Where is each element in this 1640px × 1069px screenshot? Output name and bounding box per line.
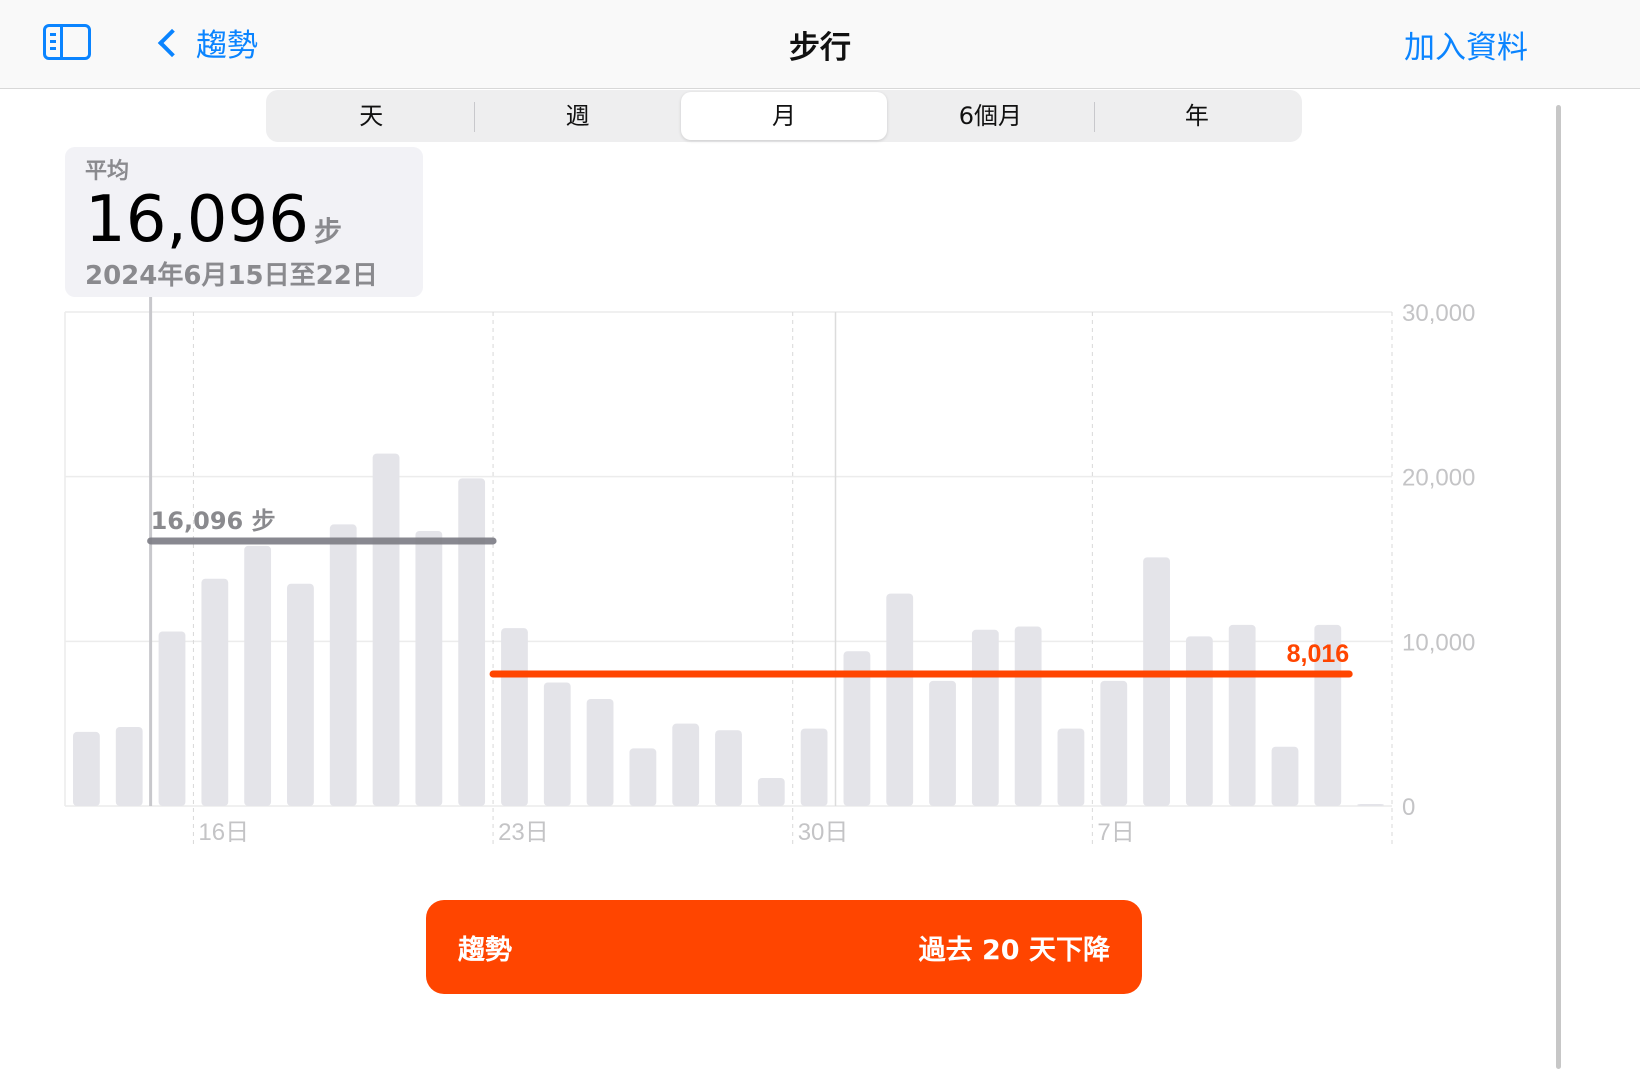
add-data-button[interactable]: 加入資料 [1404, 30, 1528, 66]
divider [474, 102, 476, 132]
back-label: 趨勢 [196, 28, 258, 64]
bar [1014, 626, 1042, 806]
tab-6-months[interactable]: 6個月 [887, 92, 1093, 140]
bar [158, 631, 186, 806]
bar [73, 731, 100, 806]
summary-range: 2024年6月15日至22日 [85, 261, 378, 291]
tab-label: 年 [1184, 102, 1209, 130]
bar [672, 723, 700, 806]
bar [201, 578, 229, 806]
bar [1314, 624, 1342, 806]
back-button[interactable]: 趨勢 [152, 20, 258, 65]
bar [586, 698, 614, 806]
tab-month[interactable]: 月 [680, 92, 888, 140]
divider [1093, 102, 1095, 132]
bar [1228, 624, 1256, 806]
tab-label: 天 [359, 102, 384, 130]
x-tick-label: 23日 [498, 819, 549, 846]
summary-unit: 步 [314, 215, 343, 248]
y-tick-label: 30,000 [1402, 300, 1475, 327]
bar [543, 682, 571, 806]
tab-label: 月 [772, 102, 797, 130]
bar [800, 728, 828, 806]
trend-banner[interactable]: 趨勢 過去 20 天下降 [426, 900, 1142, 994]
bar [715, 730, 742, 806]
bar [1057, 728, 1085, 806]
x-tick-label: 30日 [798, 819, 849, 846]
bar [1271, 746, 1299, 806]
bar [458, 478, 486, 806]
bar [1357, 804, 1384, 806]
bar [843, 651, 871, 806]
bar [415, 531, 443, 806]
y-tick-label: 20,000 [1402, 465, 1475, 492]
bar [244, 545, 272, 806]
trend-text: 過去 20 天下降 [918, 934, 1110, 966]
bar [1185, 636, 1213, 806]
x-tick-label: 16日 [198, 819, 249, 846]
bar [372, 453, 400, 806]
bar [329, 524, 357, 806]
bar [886, 593, 914, 806]
bar [115, 726, 143, 806]
navigation-bar: 趨勢 步行 加入資料 [0, 0, 1640, 89]
x-tick-label: 7日 [1097, 819, 1134, 846]
tab-label: 6個月 [958, 102, 1023, 130]
bar [1143, 557, 1170, 806]
bar [501, 628, 528, 806]
summary-label: 平均 [85, 159, 130, 184]
bar [1100, 680, 1128, 806]
trend-value-label: 8,016 [1287, 640, 1350, 668]
sidebar-toggle-icon[interactable] [43, 24, 91, 60]
bar [757, 778, 785, 806]
bar [629, 748, 657, 806]
period-segmented-control: 天 週 月 6個月 年 [266, 90, 1302, 142]
page-title: 步行 [789, 30, 851, 66]
tab-day[interactable]: 天 [268, 92, 474, 140]
summary-value: 16,096 [85, 183, 309, 257]
bar [929, 680, 956, 806]
scrollbar[interactable] [1556, 105, 1561, 1069]
selection-summary-card: 平均 16,096 步 2024年6月15日至22日 [65, 147, 423, 297]
tab-year[interactable]: 年 [1093, 92, 1300, 140]
bar [971, 629, 999, 806]
tab-week[interactable]: 週 [474, 92, 680, 140]
avg-label: 16,096 步 [151, 507, 276, 535]
y-tick-label: 0 [1402, 794, 1415, 821]
y-tick-label: 10,000 [1402, 629, 1475, 656]
trend-label: 趨勢 [458, 934, 512, 966]
bar [287, 583, 314, 806]
tab-label: 週 [565, 102, 590, 130]
